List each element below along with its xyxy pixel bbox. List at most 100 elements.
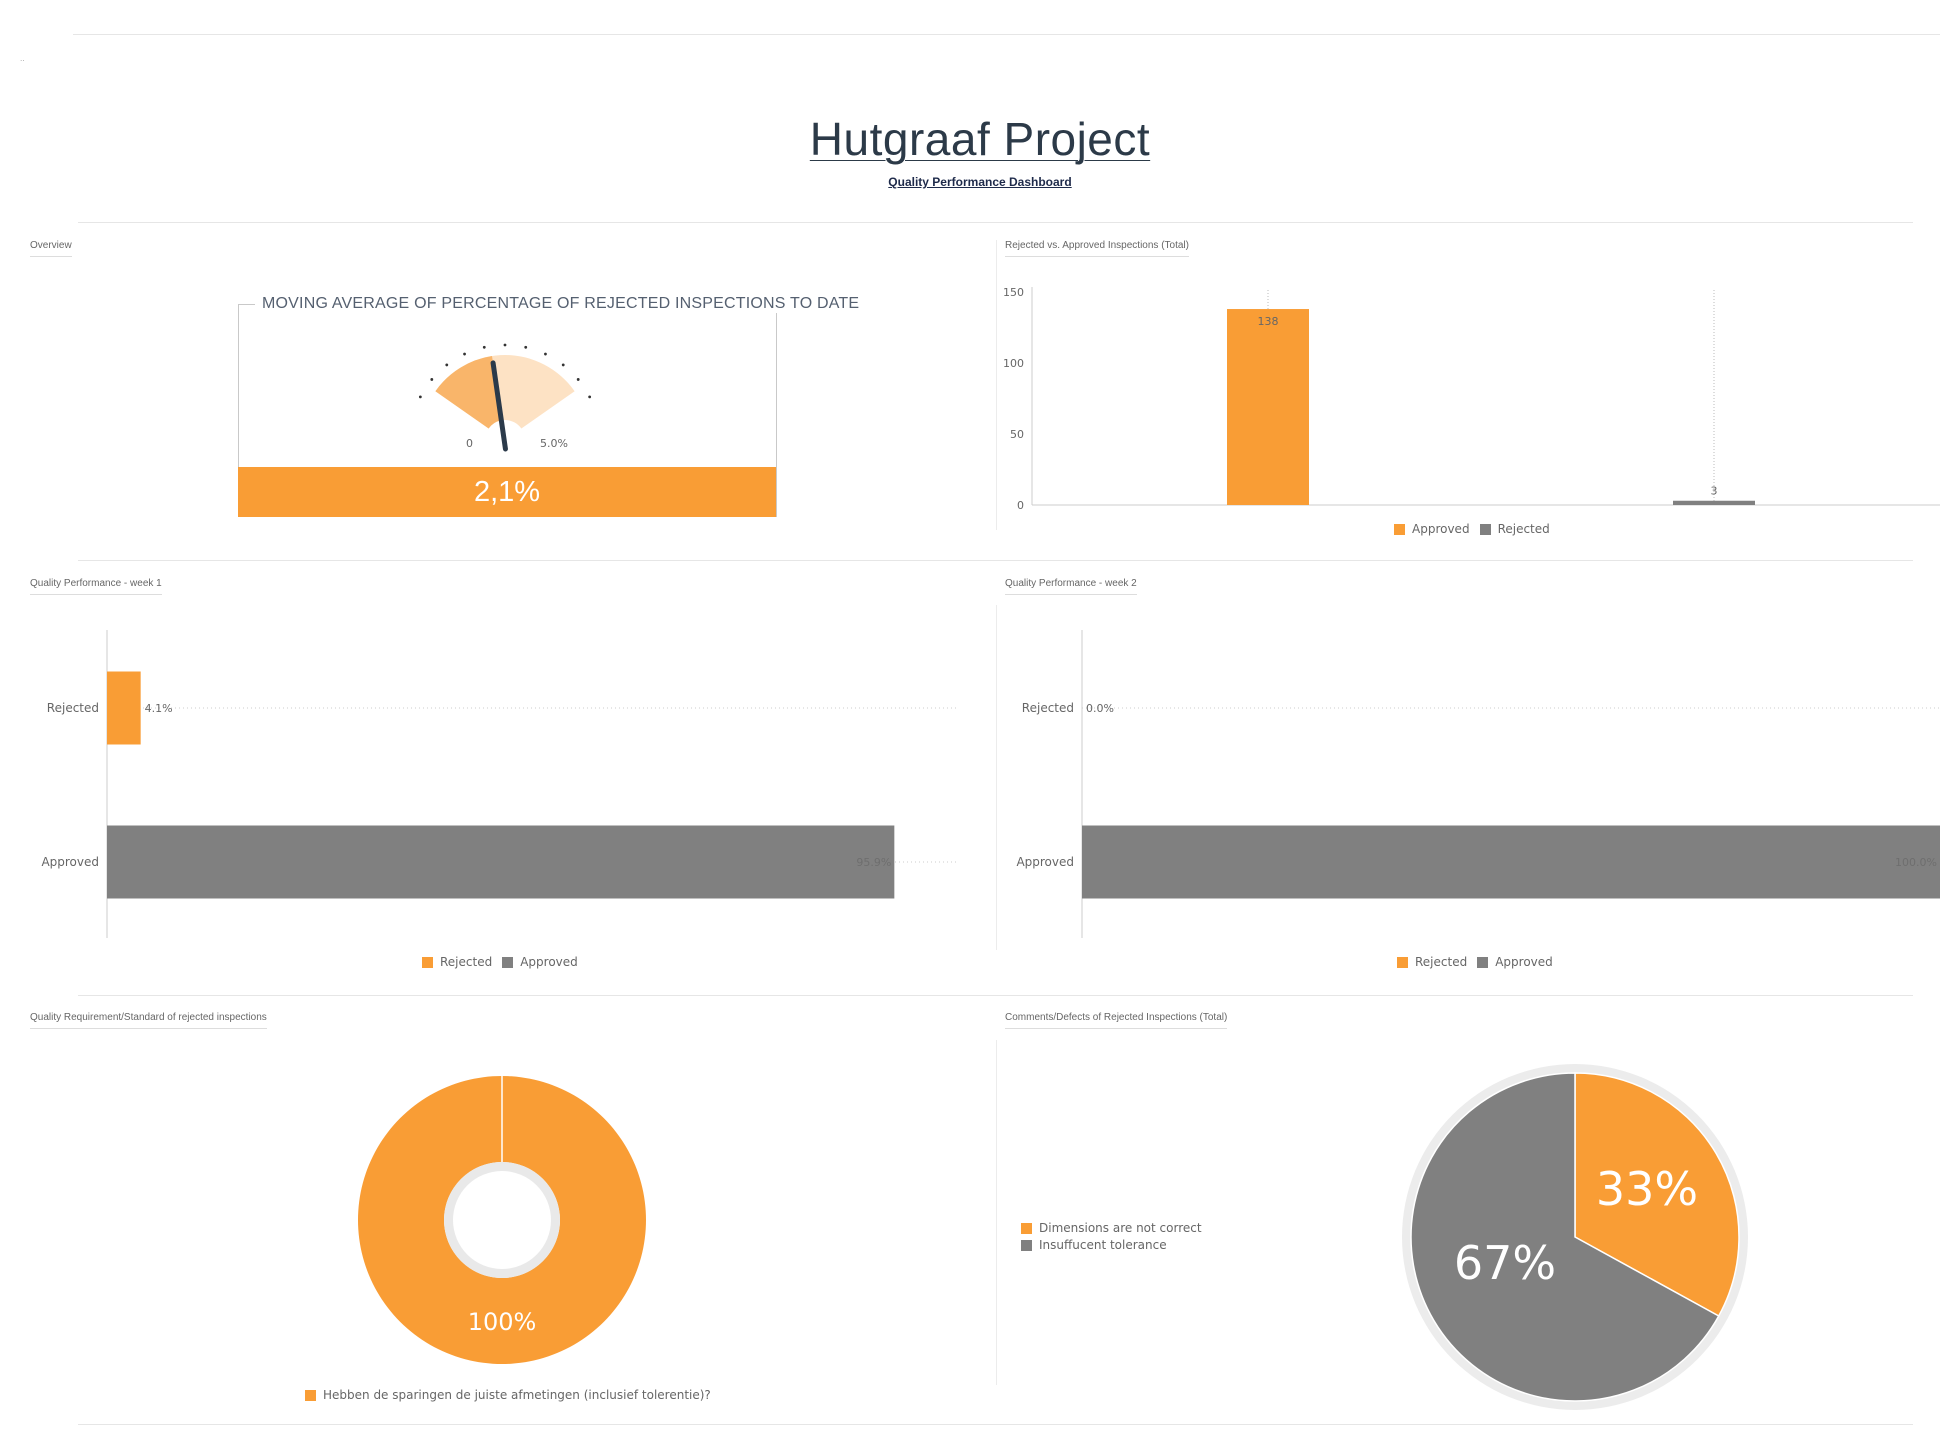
gauge-min-label: 0 [466,437,473,450]
bar-value-label: 0.0% [1086,702,1114,715]
legend-item-requirement[interactable]: Hebben de sparingen de juiste afmetingen… [305,1388,711,1402]
gauge-fill [435,356,502,429]
comments-legend: Dimensions are not correct Insuffucent t… [1021,1221,1212,1252]
category-label: Approved [41,855,99,869]
bar-rejected[interactable] [107,671,141,745]
corner-mark: ‥ [20,55,25,63]
legend-label-requirement: Hebben de sparingen de juiste afmetingen… [323,1388,711,1402]
requirement-donut-chart: 100% [357,1076,646,1364]
bar-approved[interactable] [1227,309,1309,505]
total-chart-section-label: Rejected vs. Approved Inspections (Total… [1005,240,1189,257]
column-divider-row2 [996,605,997,950]
legend-item-tolerance[interactable]: Insuffucent tolerance [1021,1238,1167,1252]
gauge-max-label: 5.0% [540,437,568,450]
legend-label-dimensions: Dimensions are not correct [1039,1221,1202,1235]
legend-swatch-rejected [1397,956,1408,968]
legend-label-approved: Approved [1495,955,1553,969]
y-tick-label: 50 [1010,428,1024,441]
legend-item-approved[interactable]: Approved [502,955,578,969]
gauge-tick [445,363,449,367]
week2-performance-chart: Rejected 0.0% Approved 100.0% [1016,630,1940,938]
week2-legend: Rejected Approved [1397,955,1563,969]
column-divider-row1 [996,240,997,530]
gauge-tick [503,343,507,347]
category-label: Rejected [47,701,99,715]
gauge-needle [490,360,508,452]
row1-divider [78,560,1913,561]
gauge-tick [576,378,580,381]
week1-section-label: Quality Performance - week 1 [30,578,162,595]
header-divider [78,222,1913,223]
gauge-tick [463,352,466,356]
week1-legend: Rejected Approved [422,955,588,969]
week1-performance-chart: Rejected 4.1% Approved 95.9% [41,630,958,938]
legend-item-rejected[interactable]: Rejected [1479,522,1550,536]
bar-value-label: 100.0% [1895,856,1937,869]
donut-slice[interactable] [357,1076,646,1364]
gauge-ticks [418,343,592,399]
page-subtitle[interactable]: Quality Performance Dashboard [888,175,1072,189]
legend-swatch-rejected [1479,523,1491,535]
requirement-legend: Hebben de sparingen de juiste afmetingen… [305,1388,721,1402]
gauge-value-bar: 2,1% [238,467,776,517]
column-divider-row3 [996,1040,997,1385]
total-chart-legend: Approved Rejected [1394,522,1560,536]
page-title: Hutgraaf Project [809,113,1151,165]
legend-swatch-approved [502,956,514,968]
legend-item-rejected[interactable]: Rejected [422,955,492,969]
legend-swatch-tolerance [1021,1239,1032,1251]
requirement-section-label: Quality Requirement/Standard of rejected… [30,1012,267,1029]
bar-value-label: 138 [1258,315,1279,328]
bar-approved[interactable] [1082,825,1940,899]
bottom-divider [78,1424,1913,1425]
gauge-tick [524,345,528,349]
legend-item-approved[interactable]: Approved [1477,955,1553,969]
total-inspections-chart: 0 50 100 150 138 3 [1003,286,1940,512]
legend-item-dimensions[interactable]: Dimensions are not correct [1021,1221,1202,1235]
legend-item-approved[interactable]: Approved [1394,522,1470,536]
legend-swatch-rejected [422,956,433,968]
bar-approved[interactable] [107,825,895,899]
y-tick-label: 0 [1017,499,1024,512]
gauge-tick [544,352,547,356]
legend-swatch-dimensions [1021,1222,1032,1234]
category-label: Approved [1016,855,1074,869]
legend-label-rejected: Rejected [1497,522,1550,536]
gauge-tick [561,363,565,367]
top-divider [73,34,1940,35]
slice-value-label: 100% [468,1308,537,1336]
comments-pie-chart: 33% 67% [1402,1064,1748,1410]
gauge-dial [418,343,592,452]
gauge-tick [430,378,434,381]
legend-label-rejected: Rejected [1415,955,1468,969]
bar-value-label: 4.1% [145,702,173,715]
legend-swatch-approved [1394,523,1405,535]
comments-section-label: Comments/Defects of Rejected Inspections… [1005,1012,1228,1029]
y-tick-label: 100 [1003,357,1024,370]
donut-hole [453,1171,551,1269]
overview-section-label: Overview [30,240,72,257]
slice-value-label: 33% [1596,1162,1698,1216]
legend-label-rejected: Rejected [440,955,493,969]
bar-rejected[interactable] [1673,500,1755,505]
gauge-title: MOVING AVERAGE OF PERCENTAGE OF REJECTED… [255,295,867,313]
slice-value-label: 67% [1454,1236,1556,1290]
gauge-tick [418,395,422,399]
week2-section-label: Quality Performance - week 2 [1005,578,1137,595]
bar-value-label: 3 [1711,485,1718,498]
legend-item-rejected[interactable]: Rejected [1397,955,1467,969]
pie-slice[interactable] [1574,1072,1740,1318]
legend-label-approved: Approved [1412,522,1470,536]
legend-label-tolerance: Insuffucent tolerance [1039,1238,1167,1252]
legend-swatch-requirement [305,1389,316,1401]
gauge-tick [482,345,486,349]
y-tick-label: 150 [1003,286,1024,299]
gauge-tick [588,395,592,399]
category-label: Rejected [1022,701,1074,715]
pie-slice[interactable] [1410,1072,1720,1402]
legend-swatch-approved [1477,956,1489,968]
row2-divider [78,995,1913,996]
legend-label-approved: Approved [520,955,578,969]
bar-value-label: 95.9% [856,856,891,869]
